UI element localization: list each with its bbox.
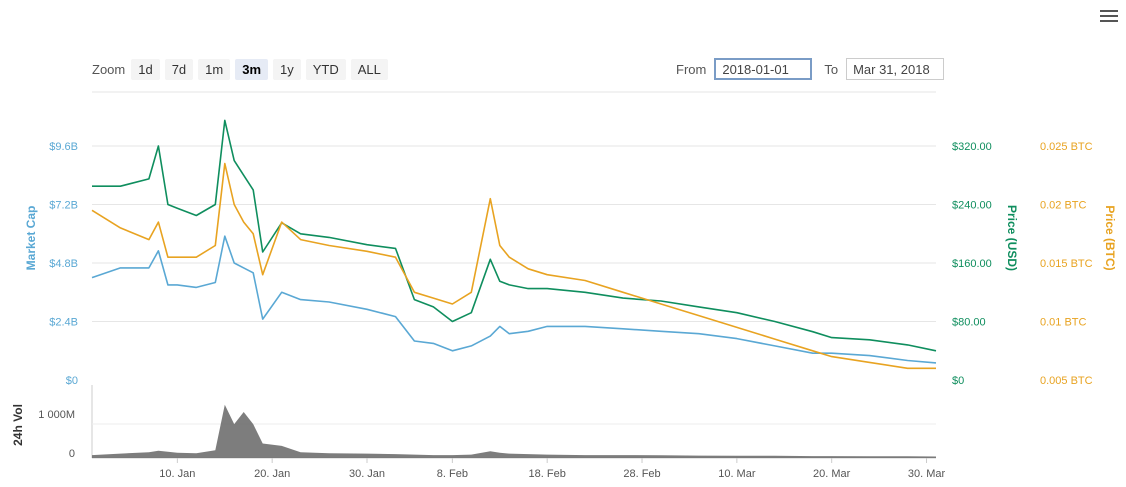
- zoom-7d-button[interactable]: 7d: [164, 58, 194, 80]
- price-btc-axis-title: Price (BTC): [1103, 205, 1117, 270]
- to-label: To: [824, 61, 839, 77]
- zoom-1m-button[interactable]: 1m: [198, 58, 231, 80]
- volume-tick-label: 0: [69, 448, 75, 460]
- market-cap-tick-label: $4.8B: [49, 258, 78, 270]
- zoom-label: Zoom: [92, 61, 126, 77]
- x-tick-label: 20. Jan: [254, 468, 290, 480]
- price-btc-line: [91, 162, 936, 370]
- market-cap-tick-label: $2.4B: [49, 317, 78, 329]
- price-btc-tick-label: 0.005 BTC: [1040, 375, 1093, 387]
- x-tick-label: 10. Mar: [718, 468, 756, 480]
- market-cap-line: [91, 235, 937, 364]
- from-date-input[interactable]: [714, 58, 813, 80]
- zoom-3m-button[interactable]: 3m: [235, 58, 269, 80]
- price-btc-tick-label: 0.025 BTC: [1040, 141, 1093, 153]
- x-tick-label: 30. Mar: [908, 468, 946, 480]
- zoom-all-button[interactable]: ALL: [350, 58, 388, 80]
- market-cap-tick-label: $7.2B: [49, 200, 78, 212]
- price-usd-tick-label: $0: [952, 375, 964, 387]
- price-usd-tick-label: $80.00: [952, 317, 986, 329]
- x-tick-label: 10. Jan: [159, 468, 195, 480]
- price-btc-tick-label: 0.01 BTC: [1040, 317, 1087, 329]
- volume-axis-title: 24h Vol: [11, 404, 25, 446]
- price-usd-axis-title: Price (USD): [1005, 205, 1019, 271]
- x-tick-label: 20. Mar: [813, 468, 851, 480]
- zoom-ytd-button[interactable]: YTD: [305, 58, 346, 80]
- zoom-bar: Zoom 1d 7d 1m 3m 1y YTD ALL: [92, 58, 393, 80]
- chart-menu-button[interactable]: [1100, 10, 1118, 24]
- price-usd-line: [92, 119, 937, 352]
- price-usd-tick-label: $320.00: [952, 141, 992, 153]
- from-label: From: [676, 61, 707, 77]
- price-usd-tick-label: $240.00: [952, 200, 992, 212]
- market-cap-axis-title: Market Cap: [24, 206, 38, 271]
- x-tick-label: 18. Feb: [529, 468, 566, 480]
- volume-tick-label: 1 000M: [38, 409, 75, 421]
- market-cap-tick-label: $0: [66, 375, 78, 387]
- x-tick-label: 30. Jan: [349, 468, 385, 480]
- to-date-input[interactable]: [846, 58, 945, 80]
- zoom-1y-button[interactable]: 1y: [273, 58, 301, 80]
- market-cap-tick-label: $9.6B: [49, 141, 78, 153]
- date-range-selector: From To: [676, 58, 956, 80]
- price-btc-tick-label: 0.02 BTC: [1040, 200, 1087, 212]
- x-tick-label: 8. Feb: [437, 468, 468, 480]
- volume-area: [92, 404, 936, 458]
- price-btc-tick-label: 0.015 BTC: [1040, 258, 1093, 270]
- x-tick-label: 28. Feb: [623, 468, 660, 480]
- price-usd-tick-label: $160.00: [952, 258, 992, 270]
- zoom-1d-button[interactable]: 1d: [131, 58, 160, 80]
